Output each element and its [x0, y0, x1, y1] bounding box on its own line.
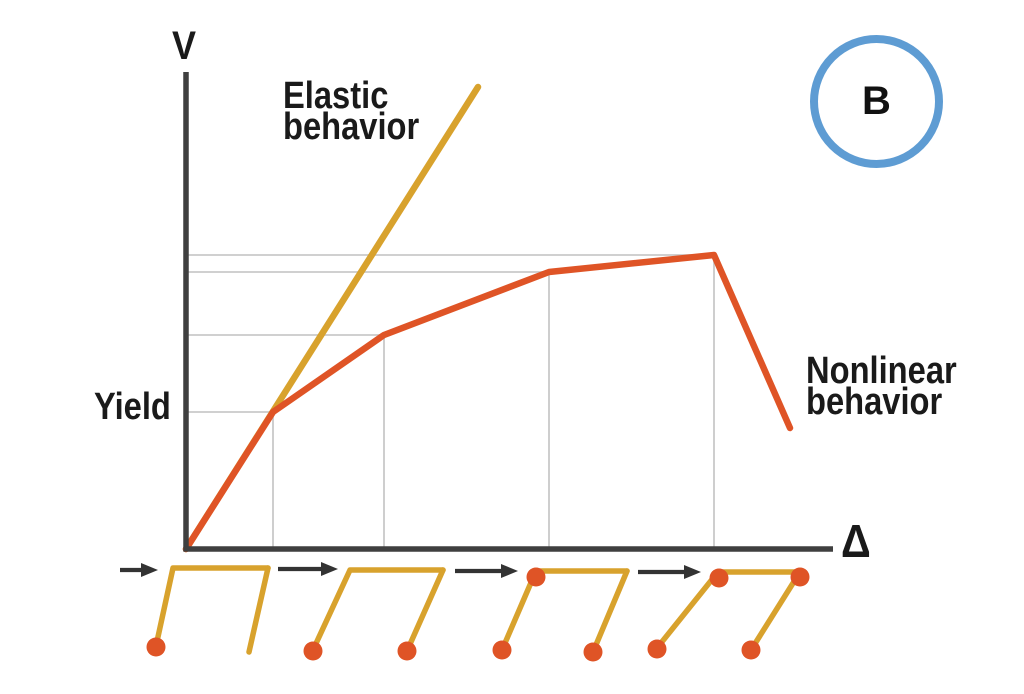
frame-member — [153, 565, 271, 649]
plastic-hinge-dot — [526, 567, 546, 587]
plastic-hinge-dot — [146, 637, 166, 657]
plastic-hinge-dot — [647, 639, 667, 659]
plastic-hinge-dot — [790, 567, 810, 587]
frame-right-column — [246, 565, 271, 655]
push-arrow-head — [141, 563, 158, 577]
push-arrow-head — [501, 564, 518, 578]
frame-right-column — [404, 567, 446, 654]
frame-right-column — [748, 569, 803, 653]
plastic-hinge-dot — [583, 642, 603, 662]
elastic-behavior-label-line2: behavior — [283, 106, 420, 148]
x-axis-label: Δ — [841, 515, 871, 567]
frame-member — [310, 567, 446, 653]
yield-label: Yield — [94, 386, 171, 428]
nonlinear-behavior-curve — [182, 251, 794, 553]
plastic-hinge-dot — [709, 568, 729, 588]
elastic-behavior-label: Elastic behavior — [283, 75, 420, 148]
nonlinear-behavior-label: Nonlinear behavior — [806, 350, 957, 423]
plastic-hinge-dot — [397, 641, 417, 661]
plastic-hinge-dot — [492, 640, 512, 660]
panel-b-circle: B — [810, 35, 943, 168]
y-axis-label: V — [172, 24, 197, 68]
push-arrow-head — [321, 562, 338, 576]
panel-b-letter: B — [862, 79, 891, 123]
frame-right-column — [590, 568, 630, 655]
elastic-behavior-label-line1: Elastic — [283, 75, 389, 117]
nonlinear-behavior-label-line1: Nonlinear — [806, 350, 957, 392]
push-arrow-head — [684, 565, 701, 579]
nonlinear-behavior-label-line2: behavior — [806, 381, 943, 423]
plastic-hinge-dot — [303, 641, 323, 661]
plastic-hinge-dot — [741, 640, 761, 660]
